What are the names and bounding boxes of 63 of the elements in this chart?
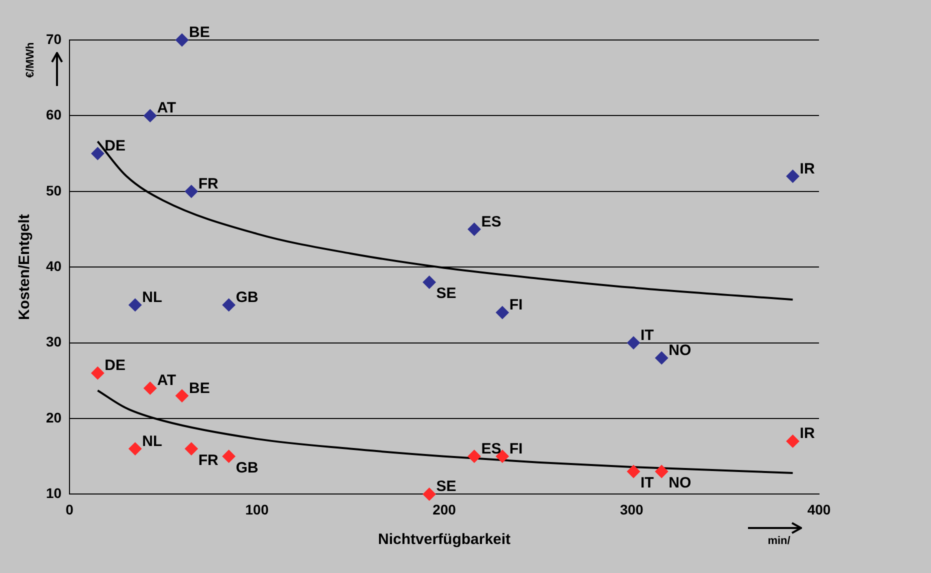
data-label: IT bbox=[640, 326, 654, 344]
data-label: NO bbox=[668, 474, 692, 492]
y-tick-label: 50 bbox=[46, 182, 62, 198]
data-label: GB bbox=[236, 459, 258, 476]
text: €/MWh bbox=[24, 42, 37, 78]
data-label: FR bbox=[198, 175, 219, 192]
data-label: IR bbox=[800, 160, 815, 178]
point bbox=[627, 464, 640, 478]
y-tick-label: 70 bbox=[46, 30, 62, 47]
y-tick-label: 30 bbox=[46, 334, 62, 350]
data-label: IR bbox=[800, 425, 815, 442]
data-label: FI bbox=[509, 296, 523, 314]
point bbox=[422, 276, 436, 289]
point bbox=[91, 366, 104, 380]
point bbox=[655, 464, 668, 478]
point bbox=[175, 34, 188, 46]
point bbox=[144, 109, 157, 122]
data-label: NL bbox=[142, 432, 162, 450]
data-label: AT bbox=[157, 100, 176, 117]
point bbox=[468, 450, 481, 463]
point bbox=[627, 336, 640, 350]
point bbox=[222, 298, 236, 312]
x-tick-label: 100 bbox=[245, 501, 269, 518]
point bbox=[422, 488, 436, 501]
point bbox=[496, 306, 509, 320]
data-label: BE bbox=[188, 380, 210, 397]
y-tick-label: 60 bbox=[46, 106, 62, 123]
data-label: DE bbox=[104, 138, 126, 155]
data-label: BE bbox=[188, 24, 210, 41]
data-label: FR bbox=[198, 452, 219, 469]
x-tick-label: 400 bbox=[807, 501, 831, 518]
y-tick-label: 20 bbox=[46, 409, 62, 426]
x-tick-label: 200 bbox=[432, 501, 456, 518]
data-label: SE bbox=[436, 285, 456, 302]
y-tick-label: 10 bbox=[46, 485, 62, 502]
x-tick-label: 0 bbox=[66, 501, 74, 518]
point bbox=[91, 147, 104, 160]
point bbox=[655, 351, 668, 364]
x-axis-title: Nichtverfügbarkeit bbox=[378, 531, 511, 548]
data-label: IT bbox=[640, 474, 654, 492]
point bbox=[128, 298, 142, 312]
text: min/ bbox=[768, 535, 790, 548]
data-label: SE bbox=[436, 478, 456, 496]
data-label: FI bbox=[509, 440, 523, 458]
data-label: DE bbox=[104, 357, 126, 374]
point bbox=[175, 389, 188, 402]
data-label: NO bbox=[668, 342, 692, 359]
data-label: ES bbox=[481, 213, 502, 230]
y-tick-label: 40 bbox=[46, 258, 62, 274]
point bbox=[786, 434, 800, 448]
point bbox=[144, 382, 157, 395]
y-axis-title: Kosten/Entgelt bbox=[16, 214, 34, 320]
data-label: ES bbox=[481, 440, 502, 458]
point bbox=[468, 222, 481, 236]
point bbox=[184, 184, 198, 198]
data-label: AT bbox=[157, 372, 176, 390]
data-label: GB bbox=[236, 288, 258, 306]
point bbox=[222, 450, 236, 463]
data-label: NL bbox=[142, 288, 162, 306]
point bbox=[128, 442, 142, 456]
point bbox=[786, 170, 800, 183]
point bbox=[184, 442, 198, 456]
x-tick-label: 300 bbox=[620, 501, 644, 518]
